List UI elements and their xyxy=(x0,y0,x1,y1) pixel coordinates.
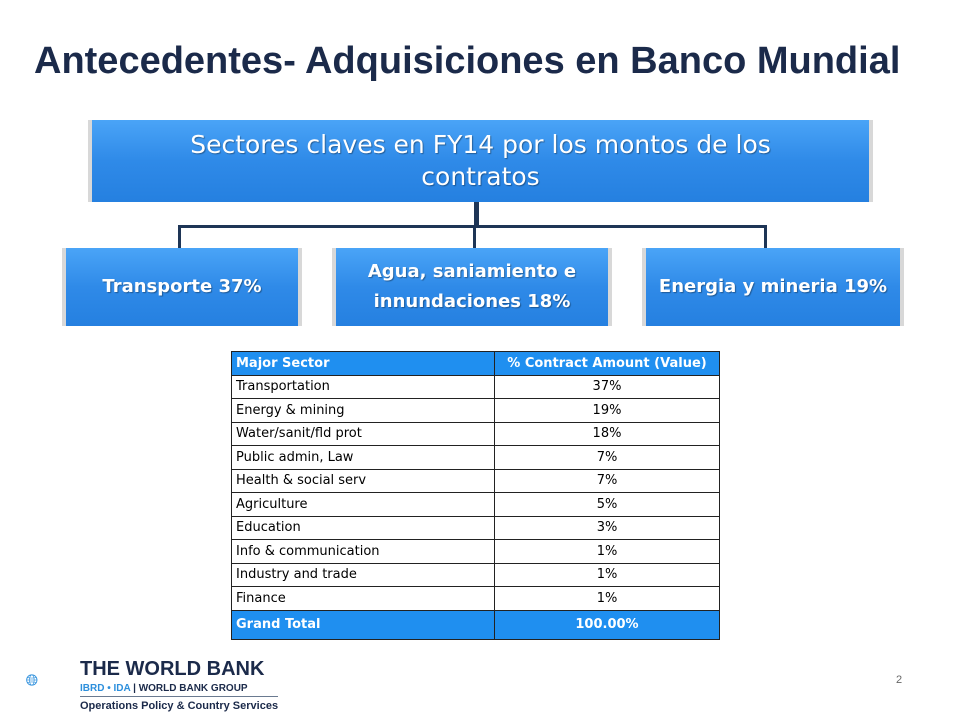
sector-cell: Agriculture xyxy=(231,492,495,517)
sub-box-agua: Agua, saniamiento e innundaciones 18% xyxy=(332,248,612,326)
value-cell: 3% xyxy=(494,515,720,540)
table-row: Energy & mining 19% xyxy=(231,398,720,423)
table-row: Public admin, Law 7% xyxy=(231,445,720,470)
logo-title: THE WORLD BANK xyxy=(80,658,265,680)
sector-cell: Public admin, Law xyxy=(231,445,495,470)
value-cell: 37% xyxy=(494,374,720,399)
logo-ibrd: IBRD • IDA xyxy=(80,683,131,694)
connector-vertical-main xyxy=(474,202,479,227)
sector-cell: Transportation xyxy=(231,374,495,399)
main-heading-box: Sectores claves en FY14 por los montos d… xyxy=(88,120,873,202)
table-total-row: Grand Total 100.00% xyxy=(231,609,720,640)
value-cell: 1% xyxy=(494,539,720,564)
sub-box-transporte: Transporte 37% xyxy=(62,248,302,326)
connector-left-drop xyxy=(178,225,181,248)
value-cell: 7% xyxy=(494,468,720,493)
sector-cell: Finance xyxy=(231,586,495,611)
table-row: Industry and trade 1% xyxy=(231,562,720,587)
logo-group: WORLD BANK GROUP xyxy=(138,683,248,694)
table-row: Education 3% xyxy=(231,515,720,540)
sector-cell: Health & social serv xyxy=(231,468,495,493)
table-row: Finance 1% xyxy=(231,586,720,611)
connector-center-drop xyxy=(473,225,476,248)
sector-table: Major Sector % Contract Amount (Value) T… xyxy=(231,351,720,640)
world-bank-globe-icon xyxy=(26,674,38,686)
value-cell: 1% xyxy=(494,562,720,587)
total-label: Grand Total xyxy=(231,609,495,640)
value-cell: 19% xyxy=(494,398,720,423)
table-row: Agriculture 5% xyxy=(231,492,720,517)
logo-department: Operations Policy & Country Services xyxy=(80,700,279,712)
sector-cell: Water/sanit/fld prot xyxy=(231,421,495,446)
sub-box-energia: Energia y mineria 19% xyxy=(642,248,904,326)
table-row: Health & social serv 7% xyxy=(231,468,720,493)
table-row: Transportation 37% xyxy=(231,374,720,399)
sector-cell: Education xyxy=(231,515,495,540)
slide-title: Antecedentes- Adquisiciones en Banco Mun… xyxy=(34,40,901,82)
connector-right-drop xyxy=(764,225,767,248)
total-value: 100.00% xyxy=(494,609,720,640)
page-number: 2 xyxy=(896,674,903,686)
value-cell: 7% xyxy=(494,445,720,470)
logo-divider xyxy=(80,696,278,697)
value-cell: 5% xyxy=(494,492,720,517)
value-cell: 1% xyxy=(494,586,720,611)
header-major-sector: Major Sector xyxy=(231,351,495,376)
table-row: Info & communication 1% xyxy=(231,539,720,564)
sector-cell: Energy & mining xyxy=(231,398,495,423)
logo-subtitle: IBRD • IDA | WORLD BANK GROUP xyxy=(80,683,248,694)
header-contract-amount: % Contract Amount (Value) xyxy=(494,351,720,376)
connector-horizontal xyxy=(178,225,767,228)
table-header-row: Major Sector % Contract Amount (Value) xyxy=(231,351,720,376)
sector-cell: Info & communication xyxy=(231,539,495,564)
table-row: Water/sanit/fld prot 18% xyxy=(231,421,720,446)
value-cell: 18% xyxy=(494,421,720,446)
sector-cell: Industry and trade xyxy=(231,562,495,587)
